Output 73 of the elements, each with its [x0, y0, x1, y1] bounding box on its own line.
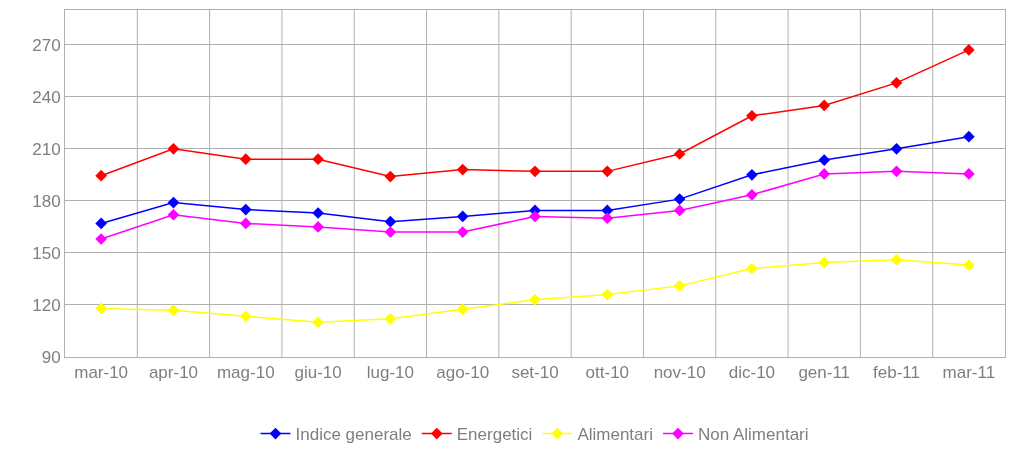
x-tick-label: mar-11: [942, 363, 996, 383]
x-tick-label: gen-11: [798, 363, 851, 383]
point: [818, 168, 831, 180]
x-tick-label: lug-10: [366, 363, 415, 383]
point: [95, 233, 107, 245]
point: [890, 253, 903, 266]
point: [890, 142, 903, 155]
y-tick-label: 210: [32, 139, 61, 159]
point: [95, 169, 107, 182]
point: [601, 288, 614, 301]
legend-label: Indice generale: [295, 425, 412, 445]
point: [890, 165, 903, 178]
x-tick-label: feb-11: [873, 363, 921, 383]
point: [746, 109, 758, 122]
point: [529, 293, 541, 306]
point: [673, 280, 686, 292]
point: [890, 77, 903, 89]
x-tick-label: mag-10: [216, 363, 275, 383]
point: [167, 142, 180, 155]
legend-label: Alimentari: [577, 425, 653, 445]
x-tick-label: giu-10: [294, 363, 342, 383]
x-tick-label: dic-10: [728, 363, 776, 383]
point: [456, 163, 469, 176]
point: [456, 210, 469, 223]
y-tick-label: 120: [32, 295, 61, 315]
x-tick-label: ago-10: [436, 363, 490, 383]
point: [456, 303, 469, 316]
point: [95, 302, 107, 315]
y-tick-label: 180: [32, 191, 61, 211]
point: [167, 304, 180, 317]
y-tick-label: 90: [41, 347, 61, 367]
point: [963, 168, 975, 180]
x-tick-label: set-10: [511, 363, 559, 383]
legend-label: Non Alimentari: [697, 425, 809, 445]
x-tick-label: mar-10: [74, 363, 129, 383]
point: [239, 217, 252, 230]
point: [456, 226, 469, 238]
x-tick-label: ott-10: [585, 363, 630, 383]
point: [601, 212, 614, 225]
point: [312, 316, 324, 329]
point: [673, 148, 686, 160]
point: [239, 153, 252, 166]
point: [167, 208, 180, 221]
point: [95, 217, 107, 230]
point: [746, 168, 758, 181]
point: [963, 259, 975, 271]
point: [529, 210, 541, 223]
legend-label: Energetici: [456, 425, 533, 445]
point: [312, 221, 324, 233]
point: [601, 165, 614, 178]
point: [963, 130, 975, 143]
point: [239, 203, 252, 216]
point: [673, 193, 686, 205]
point: [167, 196, 180, 209]
point: [746, 188, 758, 201]
point: [384, 312, 397, 325]
point: [746, 262, 758, 275]
x-tick-label: apr-10: [148, 363, 199, 383]
point: [384, 226, 397, 238]
point: [818, 99, 831, 112]
point: [384, 170, 397, 183]
point: [384, 215, 397, 228]
y-tick-label: 240: [32, 87, 61, 107]
y-tick-label: 150: [32, 243, 61, 263]
point: [673, 204, 686, 217]
point: [818, 256, 831, 269]
point: [963, 44, 975, 56]
point: [312, 153, 324, 166]
x-tick-label: nov-10: [653, 363, 706, 383]
point: [818, 154, 831, 166]
y-tick-label: 270: [32, 35, 61, 55]
point: [239, 310, 252, 323]
point: [529, 165, 541, 178]
